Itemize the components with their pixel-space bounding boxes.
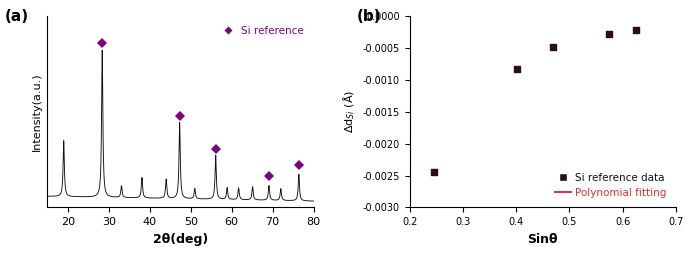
Text: (a): (a): [5, 8, 29, 24]
Legend: Si reference data, Polynomial fitting: Si reference data, Polynomial fitting: [552, 169, 671, 202]
Point: [428, 170, 439, 174]
X-axis label: 2θ(deg): 2θ(deg): [153, 233, 208, 246]
Point: [547, 45, 558, 50]
Point: [603, 32, 614, 36]
Point: [511, 67, 522, 71]
Point: [630, 28, 641, 32]
X-axis label: Sinθ: Sinθ: [527, 233, 558, 246]
Y-axis label: Intensity(a.u.): Intensity(a.u.): [32, 72, 42, 151]
Y-axis label: Δd$_{Si}$ (Å): Δd$_{Si}$ (Å): [341, 90, 357, 133]
Text: (b): (b): [356, 8, 381, 24]
Legend: Si reference: Si reference: [213, 21, 309, 40]
